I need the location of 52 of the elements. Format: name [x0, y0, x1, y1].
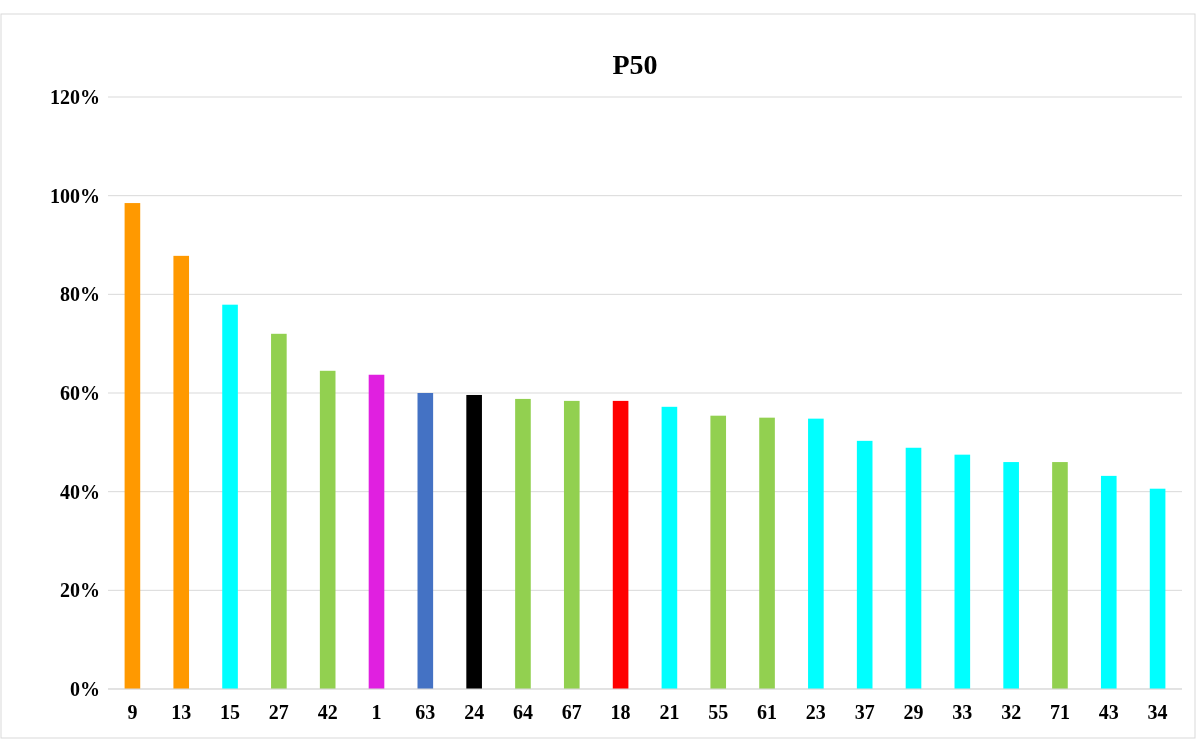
x-tick-label: 34	[1147, 701, 1168, 723]
bar	[222, 304, 238, 689]
x-tick-label: 27	[268, 701, 289, 723]
x-tick-label: 71	[1049, 701, 1070, 723]
bar	[612, 400, 629, 689]
x-tick-label: 42	[317, 701, 338, 723]
x-tick-label: 67	[561, 701, 582, 723]
y-tick-label: 120%	[50, 86, 100, 108]
x-tick-label: 64	[512, 701, 533, 723]
x-tick-label: 37	[854, 701, 875, 723]
bar	[661, 406, 678, 689]
x-tick-label: 13	[171, 701, 192, 723]
x-tick-label: 55	[708, 701, 729, 723]
bar	[905, 447, 922, 689]
bar	[417, 393, 434, 689]
x-tick-label: 18	[610, 701, 631, 723]
bar	[368, 374, 385, 689]
chart-title: P50	[612, 49, 658, 80]
x-tick-label: 24	[464, 701, 485, 723]
x-tick-label: 9	[127, 701, 138, 723]
x-tick-label: 33	[952, 701, 973, 723]
y-tick-label: 60%	[60, 382, 100, 404]
bar	[271, 333, 287, 689]
bar	[954, 454, 971, 689]
x-tick-label: 29	[903, 701, 924, 723]
bar	[808, 418, 824, 689]
bar	[515, 398, 531, 689]
x-tick-label: 32	[1001, 701, 1022, 723]
bar	[173, 255, 190, 689]
x-tick-label: 21	[659, 701, 680, 723]
y-tick-label: 80%	[60, 283, 100, 306]
y-tick-label: 100%	[50, 184, 100, 207]
bar	[1052, 462, 1068, 689]
bar	[563, 400, 580, 689]
bar	[466, 394, 482, 689]
x-tick-label: 23	[805, 701, 826, 723]
x-tick-label: 15	[220, 701, 241, 723]
y-tick-label: 0%	[70, 678, 100, 700]
bar	[124, 203, 141, 689]
bar	[710, 415, 727, 689]
bar	[1149, 488, 1166, 689]
x-tick-label: 63	[415, 701, 436, 723]
bar	[1003, 462, 1019, 689]
y-tick-label: 20%	[60, 579, 100, 602]
x-tick-label: 43	[1098, 701, 1119, 723]
bar	[759, 417, 775, 689]
bar	[1100, 475, 1117, 689]
x-tick-label: 1	[371, 701, 382, 723]
bar	[319, 370, 336, 689]
y-tick-label: 40%	[60, 480, 100, 503]
bar	[856, 440, 873, 689]
x-tick-label: 61	[757, 701, 778, 723]
